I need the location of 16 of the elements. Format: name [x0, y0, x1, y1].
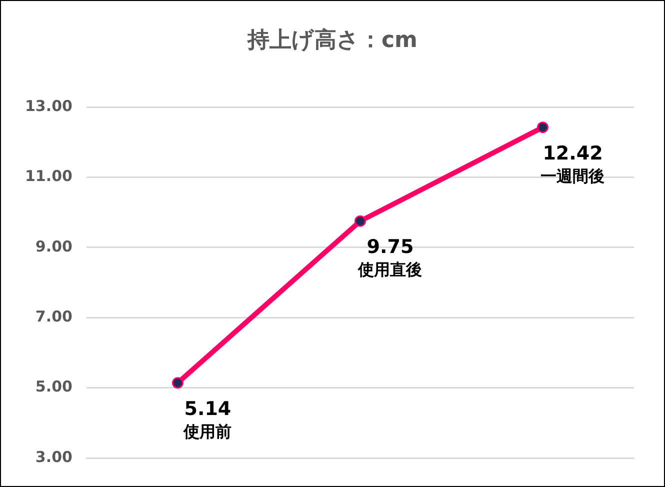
- x-tick-label: 一週間後: [540, 166, 605, 186]
- y-tick-label: 7.00: [35, 307, 72, 326]
- y-tick-label: 5.00: [35, 378, 72, 396]
- data-label: 9.75: [366, 236, 414, 258]
- chart-title: 持上げ高さ：cm: [246, 26, 418, 55]
- data-label: 12.42: [542, 142, 603, 164]
- y-tick-label: 3.00: [35, 448, 72, 466]
- x-tick-label: 使用直後: [357, 260, 422, 280]
- point: [536, 122, 548, 134]
- point: [354, 215, 366, 227]
- data-label: 5.14: [184, 398, 232, 420]
- y-tick-label: 13.00: [24, 96, 72, 115]
- point: [172, 377, 184, 389]
- y-tick-label: 9.00: [35, 237, 72, 256]
- y-tick-label: 11.00: [24, 167, 72, 186]
- x-tick-label: 使用前: [182, 422, 232, 441]
